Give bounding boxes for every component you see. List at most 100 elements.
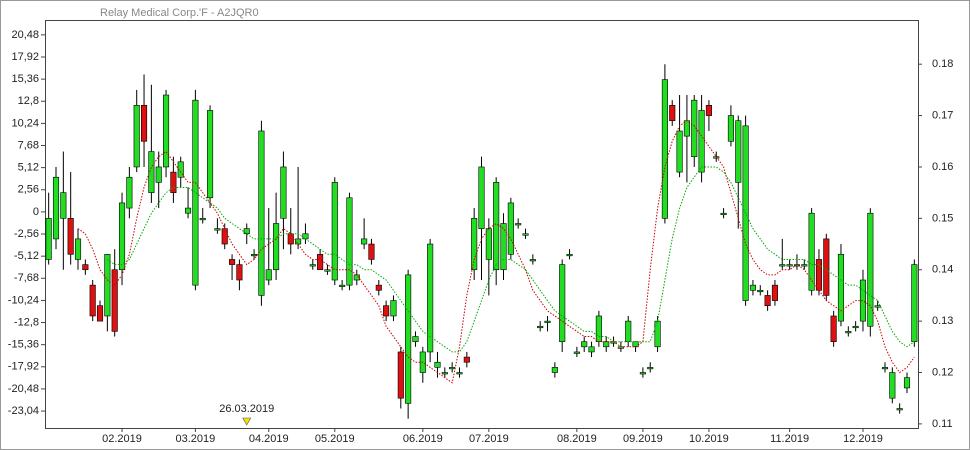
x-tick-label: 08.2019 xyxy=(557,433,597,445)
candle-body xyxy=(823,238,830,296)
candle-body xyxy=(331,182,338,281)
candle-body xyxy=(104,254,111,317)
candle-body xyxy=(793,264,801,267)
candle-body xyxy=(903,377,911,389)
candle-body xyxy=(551,367,558,373)
candle-body xyxy=(251,254,258,257)
candle-body xyxy=(537,325,544,329)
candle-body xyxy=(243,228,250,235)
candle-body xyxy=(522,233,529,236)
candle-body xyxy=(126,176,133,209)
y-tick-label: -20,48 xyxy=(8,383,39,395)
x-tick-label: 02.2019 xyxy=(102,433,142,445)
y-tick-label: 15,36 xyxy=(11,73,39,85)
y2-tick-label: 0.16 xyxy=(932,161,953,173)
candle-body xyxy=(485,228,492,260)
candle-body xyxy=(771,284,778,301)
candle-body xyxy=(845,331,852,334)
candle-body xyxy=(309,264,316,267)
y-tick-label: -7,68 xyxy=(14,272,39,284)
candle-body xyxy=(852,325,859,329)
candle-body xyxy=(214,228,221,231)
y2-tick-label: 0.12 xyxy=(932,366,953,378)
candle-body xyxy=(478,166,485,229)
candle-body xyxy=(705,104,712,116)
candle-body xyxy=(544,320,551,323)
candle-body xyxy=(162,94,170,168)
chart-title: Relay Medical Corp.'F - A2JQR0 xyxy=(100,7,259,19)
y2-tick-label: 0.17 xyxy=(932,109,953,121)
candle-body xyxy=(45,218,52,260)
candle-body xyxy=(140,104,148,142)
candle-body xyxy=(493,182,500,271)
candle-body xyxy=(390,300,397,317)
x-tick-label: 05.2019 xyxy=(315,433,355,445)
candle-body xyxy=(456,372,463,375)
candle-body xyxy=(185,207,192,214)
candle-body xyxy=(749,284,756,291)
candle-body xyxy=(764,295,771,307)
candle-body xyxy=(412,336,419,342)
candle-body xyxy=(89,284,96,317)
candle-body xyxy=(632,341,639,348)
y2-tick-label: 0.13 xyxy=(932,315,953,327)
candle-body xyxy=(449,367,456,370)
candle-body xyxy=(683,120,690,137)
candle-body xyxy=(867,212,874,327)
candle-body xyxy=(881,367,889,370)
candle-body xyxy=(463,356,470,363)
candle-body xyxy=(353,274,360,281)
candle-body xyxy=(808,212,815,291)
event-label: 26.03.2019 xyxy=(219,403,274,415)
candle-body xyxy=(383,305,390,317)
candle-body xyxy=(346,197,353,286)
candle-body xyxy=(199,218,206,221)
candle-body xyxy=(588,346,595,353)
y-tick-label: -17,92 xyxy=(8,361,39,373)
y-tick-label: 12,8 xyxy=(18,95,39,107)
candle-body xyxy=(815,259,823,291)
candle-body xyxy=(229,259,236,265)
y-tick-label: -12,8 xyxy=(14,316,39,328)
candle-body xyxy=(265,269,272,281)
candle-body xyxy=(52,176,60,240)
candle-body xyxy=(573,351,580,354)
candle-body xyxy=(405,274,412,404)
candle-body xyxy=(74,238,82,260)
candle-body xyxy=(625,320,632,342)
candle-body xyxy=(595,315,602,342)
y-tick-label: 2,56 xyxy=(18,184,39,196)
candle-body xyxy=(676,130,683,173)
y-tick-label: 0 xyxy=(33,206,39,218)
candle-body xyxy=(397,351,404,399)
y-tick-label: 7,68 xyxy=(18,139,39,151)
y2-tick-label: 0.18 xyxy=(932,58,953,70)
candle-body xyxy=(639,372,646,375)
candle-body xyxy=(96,305,104,322)
candle-body xyxy=(177,161,184,178)
candle-body xyxy=(654,320,661,348)
candle-body xyxy=(647,367,654,370)
candle-body xyxy=(698,110,705,173)
candle-body xyxy=(295,238,302,245)
y-tick-label: 20,48 xyxy=(11,29,39,41)
candle-body xyxy=(515,223,522,226)
candle-body xyxy=(368,243,375,260)
candle-body xyxy=(507,202,514,255)
x-tick-label: 04.2019 xyxy=(249,433,289,445)
candle-body xyxy=(559,264,566,342)
candle-body xyxy=(280,166,287,219)
candle-body xyxy=(273,223,280,271)
candle-body xyxy=(471,218,478,271)
candle-body xyxy=(361,238,368,245)
candle-body xyxy=(500,223,507,271)
candle-body xyxy=(111,269,118,332)
candle-body xyxy=(786,264,793,267)
candle-body xyxy=(82,264,89,271)
y2-tick-label: 0.14 xyxy=(932,264,953,276)
y-tick-label: 5,12 xyxy=(18,162,39,174)
candle-body xyxy=(148,151,155,193)
candle-body xyxy=(441,372,448,375)
